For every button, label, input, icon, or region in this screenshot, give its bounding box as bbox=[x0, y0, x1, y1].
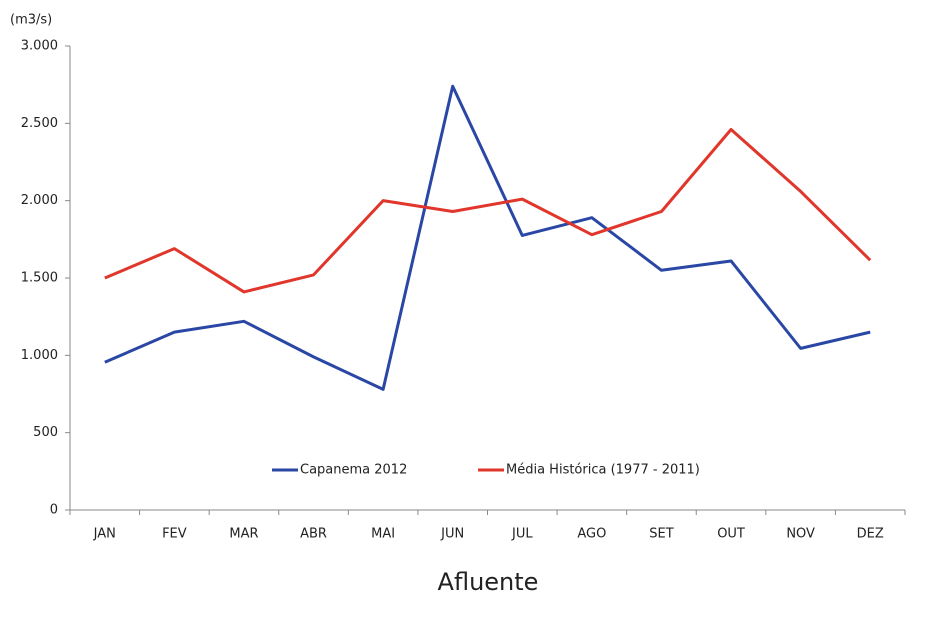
x-tick-label: SET bbox=[649, 527, 673, 542]
y-unit-label: (m3/s) bbox=[10, 13, 52, 28]
x-axis-label: Afluente bbox=[438, 568, 539, 596]
x-tick-label: JUL bbox=[511, 527, 533, 542]
y-tick-label: 2.500 bbox=[21, 116, 58, 131]
x-tick-label: FEV bbox=[162, 527, 187, 542]
legend-label: Capanema 2012 bbox=[300, 463, 407, 478]
x-tick-label: JUN bbox=[440, 527, 464, 542]
y-tick-label: 500 bbox=[33, 425, 58, 440]
y-tick-label: 2.000 bbox=[21, 193, 58, 208]
legend-label: Média Histórica (1977 - 2011) bbox=[506, 463, 700, 478]
y-tick-label: 0 bbox=[50, 503, 58, 518]
x-tick-label: JAN bbox=[93, 527, 116, 542]
x-tick-label: MAI bbox=[371, 527, 395, 542]
line-series bbox=[104, 128, 872, 294]
y-tick-label: 1.000 bbox=[21, 348, 58, 363]
x-tick-label: AGO bbox=[577, 527, 606, 542]
line-series bbox=[104, 84, 871, 391]
x-tick-label: NOV bbox=[786, 527, 815, 542]
x-tick-label: DEZ bbox=[857, 527, 884, 542]
x-tick-label: MAR bbox=[229, 527, 258, 542]
y-tick-label: 3.000 bbox=[21, 39, 58, 54]
y-tick-label: 1.500 bbox=[21, 271, 58, 286]
x-tick-label: OUT bbox=[717, 527, 745, 542]
x-tick-label: ABR bbox=[300, 527, 327, 542]
